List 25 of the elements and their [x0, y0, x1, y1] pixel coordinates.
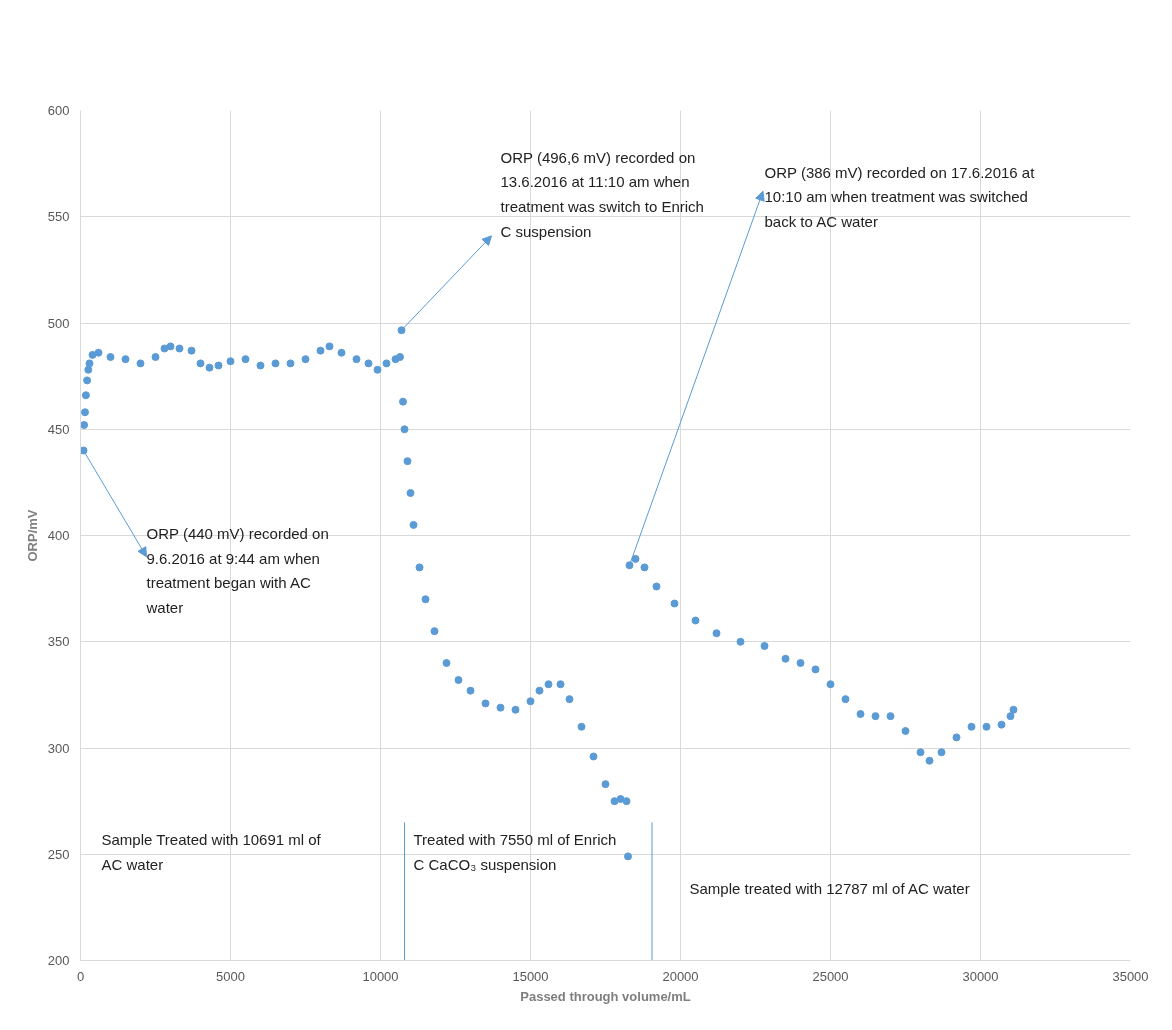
y-tick-label: 300: [47, 740, 70, 756]
y-tick-label: 350: [47, 634, 70, 650]
x-tick-label: 5000: [216, 968, 245, 984]
y-axis-title: ORP/mV: [24, 509, 40, 562]
x-tick-label: 30000: [962, 968, 999, 984]
annotation: Sample treated with 12787 ml of AC water: [689, 879, 970, 897]
x-tick-label: 20000: [662, 968, 699, 984]
annotation: Treated with 7550 ml of Enrich C CaCO₃ suspension: [413, 830, 617, 873]
x-tick-label: 15000: [512, 968, 549, 984]
x-tick-label: 10000: [362, 968, 399, 984]
y-tick-label: 250: [47, 846, 70, 862]
y-tick-label: 400: [47, 528, 70, 543]
x-tick-label: 25000: [812, 968, 849, 984]
y-tick-label: 500: [47, 315, 70, 331]
x-tick-label: 35000: [1112, 968, 1149, 984]
y-tick-label: 200: [47, 953, 70, 968]
annotation: Sample Treated with 10691 ml of AC water: [101, 830, 322, 873]
annotation: ORP (496,6 mV) recorded on 13.6.2016 at 11:10 am when treatment was switch to Enrich C suspension: [500, 148, 704, 240]
annotation: ORP (386 mV) recorded on 17.6.2016 at 10:10 am when treatment was switched back to AC water: [764, 163, 1036, 230]
y-tick-label: 450: [47, 421, 70, 437]
y-tick-label: 550: [47, 209, 70, 225]
x-tick-label: 0: [76, 968, 85, 984]
y-tick-label: 600: [47, 103, 70, 118]
annotation: ORP (440 mV) recorded on 9.6.2016 at 9:44 am when treatment began with AC water: [145, 524, 329, 616]
x-axis-title: Passed through volume/mL: [520, 988, 691, 1004]
